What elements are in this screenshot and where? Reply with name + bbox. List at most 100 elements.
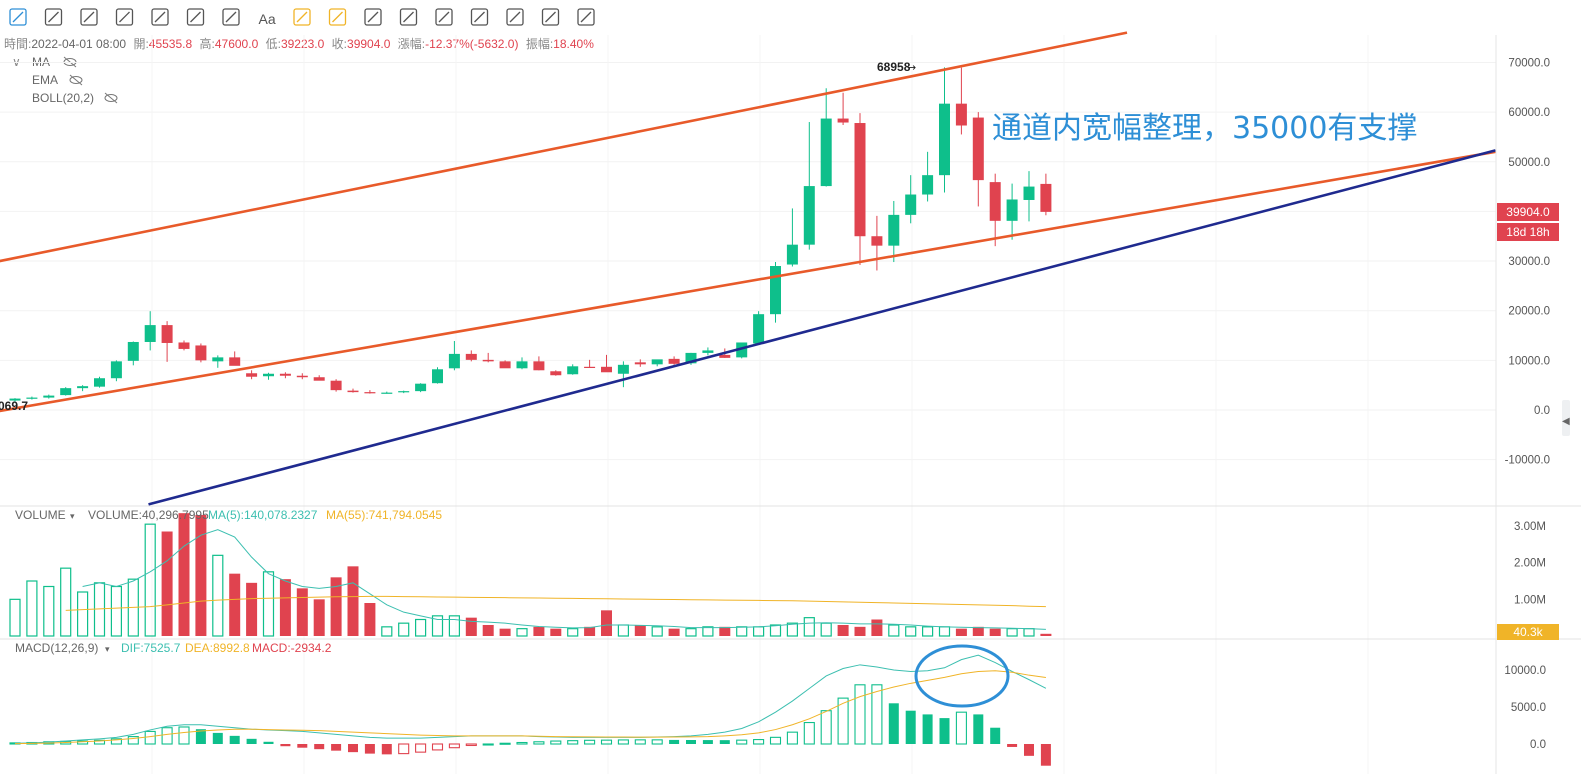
candle (871, 215, 883, 271)
note-icon[interactable] (541, 8, 560, 26)
lock-icon[interactable] (470, 8, 489, 26)
copy-icon[interactable] (506, 8, 524, 26)
volume-bar (803, 617, 815, 637)
support-line[interactable] (148, 149, 1496, 506)
volume-title[interactable]: VOLUME (15, 508, 66, 522)
volume-bar (110, 585, 123, 637)
macd-bar (280, 744, 291, 747)
gann-icon[interactable] (328, 8, 347, 26)
volume-bar (888, 624, 900, 637)
candle (9, 398, 21, 402)
annotation-text[interactable]: 通道内宽幅整理，35000有支撑 (992, 111, 1417, 146)
macd-bar (669, 739, 680, 744)
dropdown-caret-icon[interactable]: ▾ (70, 512, 75, 522)
macd-title[interactable]: MACD(12,26,9) (15, 641, 98, 655)
macd-histogram (9, 654, 1051, 766)
volume-bar (1006, 628, 1018, 637)
candle (43, 394, 55, 399)
volume-bar (702, 626, 714, 637)
volume-bar (313, 599, 325, 636)
candle (516, 357, 528, 370)
macd-bar (246, 738, 257, 744)
volume-ma55: MA(55):741,794.0545 (326, 508, 442, 522)
macd-bar (1040, 744, 1051, 766)
highlight-ellipse[interactable] (914, 644, 1010, 708)
volume-ma55-line (65, 595, 1046, 611)
trash-icon[interactable] (577, 8, 595, 26)
channel-lower-line[interactable] (0, 150, 1496, 413)
candle (550, 370, 562, 376)
macd-bar (600, 739, 613, 745)
volume-bar (229, 573, 241, 636)
countdown-tag (1497, 223, 1559, 241)
wave-icon[interactable] (186, 8, 205, 26)
volume-bar (381, 626, 393, 637)
macd-bar (973, 714, 984, 744)
price-tick-label: 0.0 (1534, 405, 1550, 417)
peak-label: 68958 (877, 60, 911, 74)
brush-icon[interactable] (399, 8, 418, 26)
price-tick-label: 60000.0 (1508, 107, 1550, 119)
macd-bar (719, 740, 730, 744)
volume-bar (43, 585, 55, 637)
macd-bar (990, 727, 1001, 744)
volume-bar (567, 628, 579, 637)
measure-icon[interactable] (222, 8, 240, 26)
volume-bar (533, 626, 545, 636)
last-price-text: 39904.0 (1506, 205, 1550, 219)
horizontal-lines-icon[interactable] (151, 8, 169, 26)
macd-bar (314, 744, 325, 750)
candle (415, 383, 427, 393)
candle (989, 173, 1001, 247)
indicator-list[interactable]: ∨ MA EMA BOLL(20,2) (12, 55, 118, 105)
volume-bar (972, 626, 984, 636)
indicator-ema[interactable]: EMA (32, 73, 58, 87)
chevron-left-icon[interactable]: ◀ (1562, 416, 1570, 427)
volume-tag (1497, 624, 1559, 640)
volume-ma5: MA(5):140,078.2327 (208, 508, 318, 522)
candle (364, 390, 376, 394)
volume-bar (1023, 628, 1035, 637)
macd-dea: DEA:8992.8 (185, 641, 250, 655)
macd-bar (348, 744, 358, 753)
channel-upper-line[interactable] (0, 31, 1128, 263)
macd-bar (854, 684, 866, 745)
candle (617, 361, 629, 388)
volume-bar (212, 554, 224, 637)
volume-bar (144, 523, 156, 637)
candle (313, 375, 325, 381)
candle (432, 367, 443, 384)
candle (60, 387, 72, 396)
macd-value: MACD:-2934.2 (252, 641, 332, 655)
volume-bar (76, 591, 89, 637)
volume-bar (752, 626, 765, 637)
volume-bar (431, 615, 444, 637)
candle (110, 360, 122, 382)
macd-bar (888, 703, 899, 744)
volume-bar (651, 626, 663, 637)
crosshair-icon[interactable] (9, 8, 27, 26)
fibonacci-icon[interactable] (293, 8, 311, 26)
candle (702, 347, 714, 356)
trend-line-icon[interactable] (44, 8, 63, 26)
macd-tick-label: 10000.0 (1504, 665, 1546, 677)
macd-bar (702, 740, 713, 744)
macd-bar (786, 731, 798, 745)
eye-off-icon[interactable] (69, 74, 83, 86)
volume-bar (26, 580, 38, 637)
volume-bar (736, 626, 748, 637)
dropdown-caret-icon[interactable]: ▾ (105, 645, 110, 655)
candle (736, 342, 748, 359)
angle-icon[interactable] (115, 8, 134, 26)
drawn-lines[interactable] (0, 31, 1496, 506)
text-icon[interactable]: Aa (259, 11, 276, 27)
scroll-handle[interactable] (1562, 400, 1570, 436)
volume-bar (465, 617, 477, 636)
indicator-boll[interactable]: BOLL(20,2) (32, 91, 94, 105)
parallel-channel-icon[interactable] (80, 8, 98, 26)
ruler-icon[interactable] (364, 8, 382, 26)
candle-icon[interactable] (435, 8, 453, 26)
volume-bar (921, 626, 934, 637)
eye-off-icon[interactable] (104, 92, 118, 104)
